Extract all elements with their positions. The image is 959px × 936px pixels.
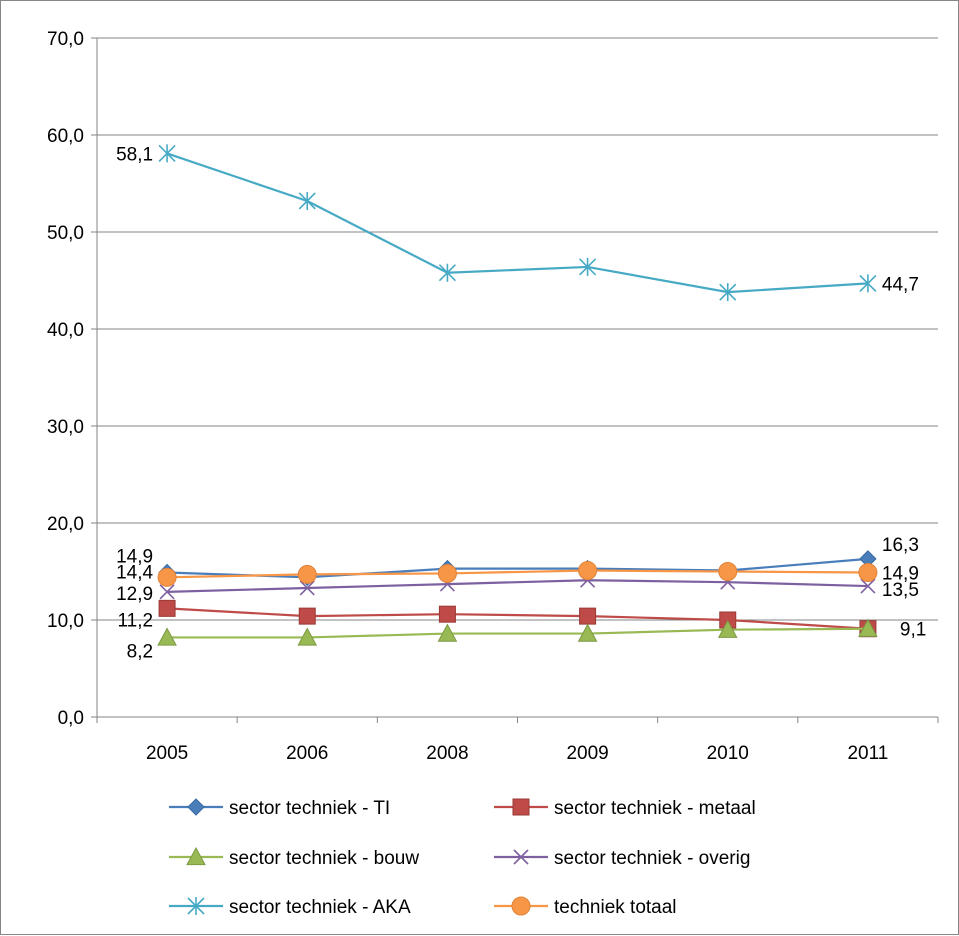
series-circle [157,561,878,587]
data-label: 14,9 [116,546,153,567]
legend-label: sector techniek - metaal [554,798,756,819]
data-point-marker [579,607,597,625]
data-point-marker [858,618,878,637]
series-line [167,569,868,579]
data-point-marker [512,798,530,816]
y-tick-label: 40,0 [47,320,84,341]
data-point-marker [858,562,878,582]
series-line [167,579,868,593]
x-tick-label: 2010 [707,743,749,764]
data-point-marker [577,623,598,642]
legend-item: sector techniek - overig [494,848,750,869]
legend-label: sector techniek - TI [229,798,390,819]
data-point-marker [579,257,597,276]
data-point-marker [158,144,176,163]
series-triangle [157,618,878,646]
legend-item: sector techniek - bouw [169,846,419,869]
data-point-marker [437,563,457,583]
legend-item: sector techniek - TI [169,798,390,819]
data-point-marker [717,619,738,638]
legend-item: sector techniek - metaal [494,798,756,819]
y-tick-label: 70,0 [47,29,84,50]
legend-label: sector techniek - AKA [229,897,411,918]
data-label: 14,9 [882,563,919,584]
y-tick-label: 10,0 [47,611,84,632]
data-point-marker [159,584,175,600]
series-line [167,607,868,630]
data-point-marker [298,607,316,625]
data-point-marker [438,605,456,623]
gridlines [97,37,938,621]
data-labels: 14,916,311,2 9,18,212,9 13,558,144,714,4 14… [116,144,926,662]
data-label: 11,2 [118,610,154,631]
series-diamond [158,550,877,587]
data-label: 16,3 [882,535,919,556]
y-tick-label: 30,0 [47,417,84,438]
data-point-marker [578,561,598,581]
legend-label: sector techniek - overig [554,848,750,869]
y-tick-label: 0,0 [58,708,84,729]
data-point-marker [157,627,177,646]
data-point-marker [299,580,315,596]
x-tick-label: 2011 [847,743,888,764]
series-x [159,572,876,600]
legend-item: sector techniek - AKA [169,897,411,918]
data-label: 12,9 [116,584,153,605]
y-tick-label: 50,0 [47,223,84,244]
data-label: 8,2 [127,641,153,662]
data-point-marker [187,897,205,915]
y-tick-label: 20,0 [47,514,84,535]
series-line [167,627,868,639]
series-line [166,152,868,294]
series-line [167,557,869,579]
legend-label: techniek totaal [554,897,677,918]
data-label: 13,5 [882,580,919,601]
x-tick-label: 2008 [426,743,468,764]
data-point-marker [158,599,176,617]
legend-item: techniek totaal [494,896,677,918]
data-label: 44,7 [882,274,919,295]
data-point-marker [186,846,206,866]
data-point-marker [297,564,317,584]
series-star [158,144,877,302]
axes: 0,0 10,0 20,0 30,0 40,0 50,0 60,0 70,0 2005 2006 2… [47,29,939,764]
data-point-marker [438,263,456,282]
data-point-marker [297,627,318,646]
series-square [158,599,877,638]
data-point-marker [859,274,877,293]
x-tick-label: 2009 [566,743,608,764]
data-point-marker [860,578,876,594]
data-point-marker [719,283,737,302]
data-label: 14,4 [116,562,153,583]
data-point-marker [511,896,531,916]
data-point-marker [157,567,177,587]
data-point-marker [187,798,205,816]
legend: sector techniek - TI sector techniek - me… [169,798,756,918]
data-point-marker [298,191,316,210]
data-label: 58,1 [116,144,153,165]
y-tick-label: 60,0 [47,126,84,147]
data-label: 9,1 [900,620,926,641]
data-point-marker [437,623,458,642]
legend-label: sector techniek - bouw [229,848,419,869]
data-point-marker [513,849,529,865]
series-lines [157,144,878,646]
data-point-marker [718,562,738,581]
x-tick-label: 2006 [286,743,328,764]
x-tick-label: 2005 [146,743,188,764]
